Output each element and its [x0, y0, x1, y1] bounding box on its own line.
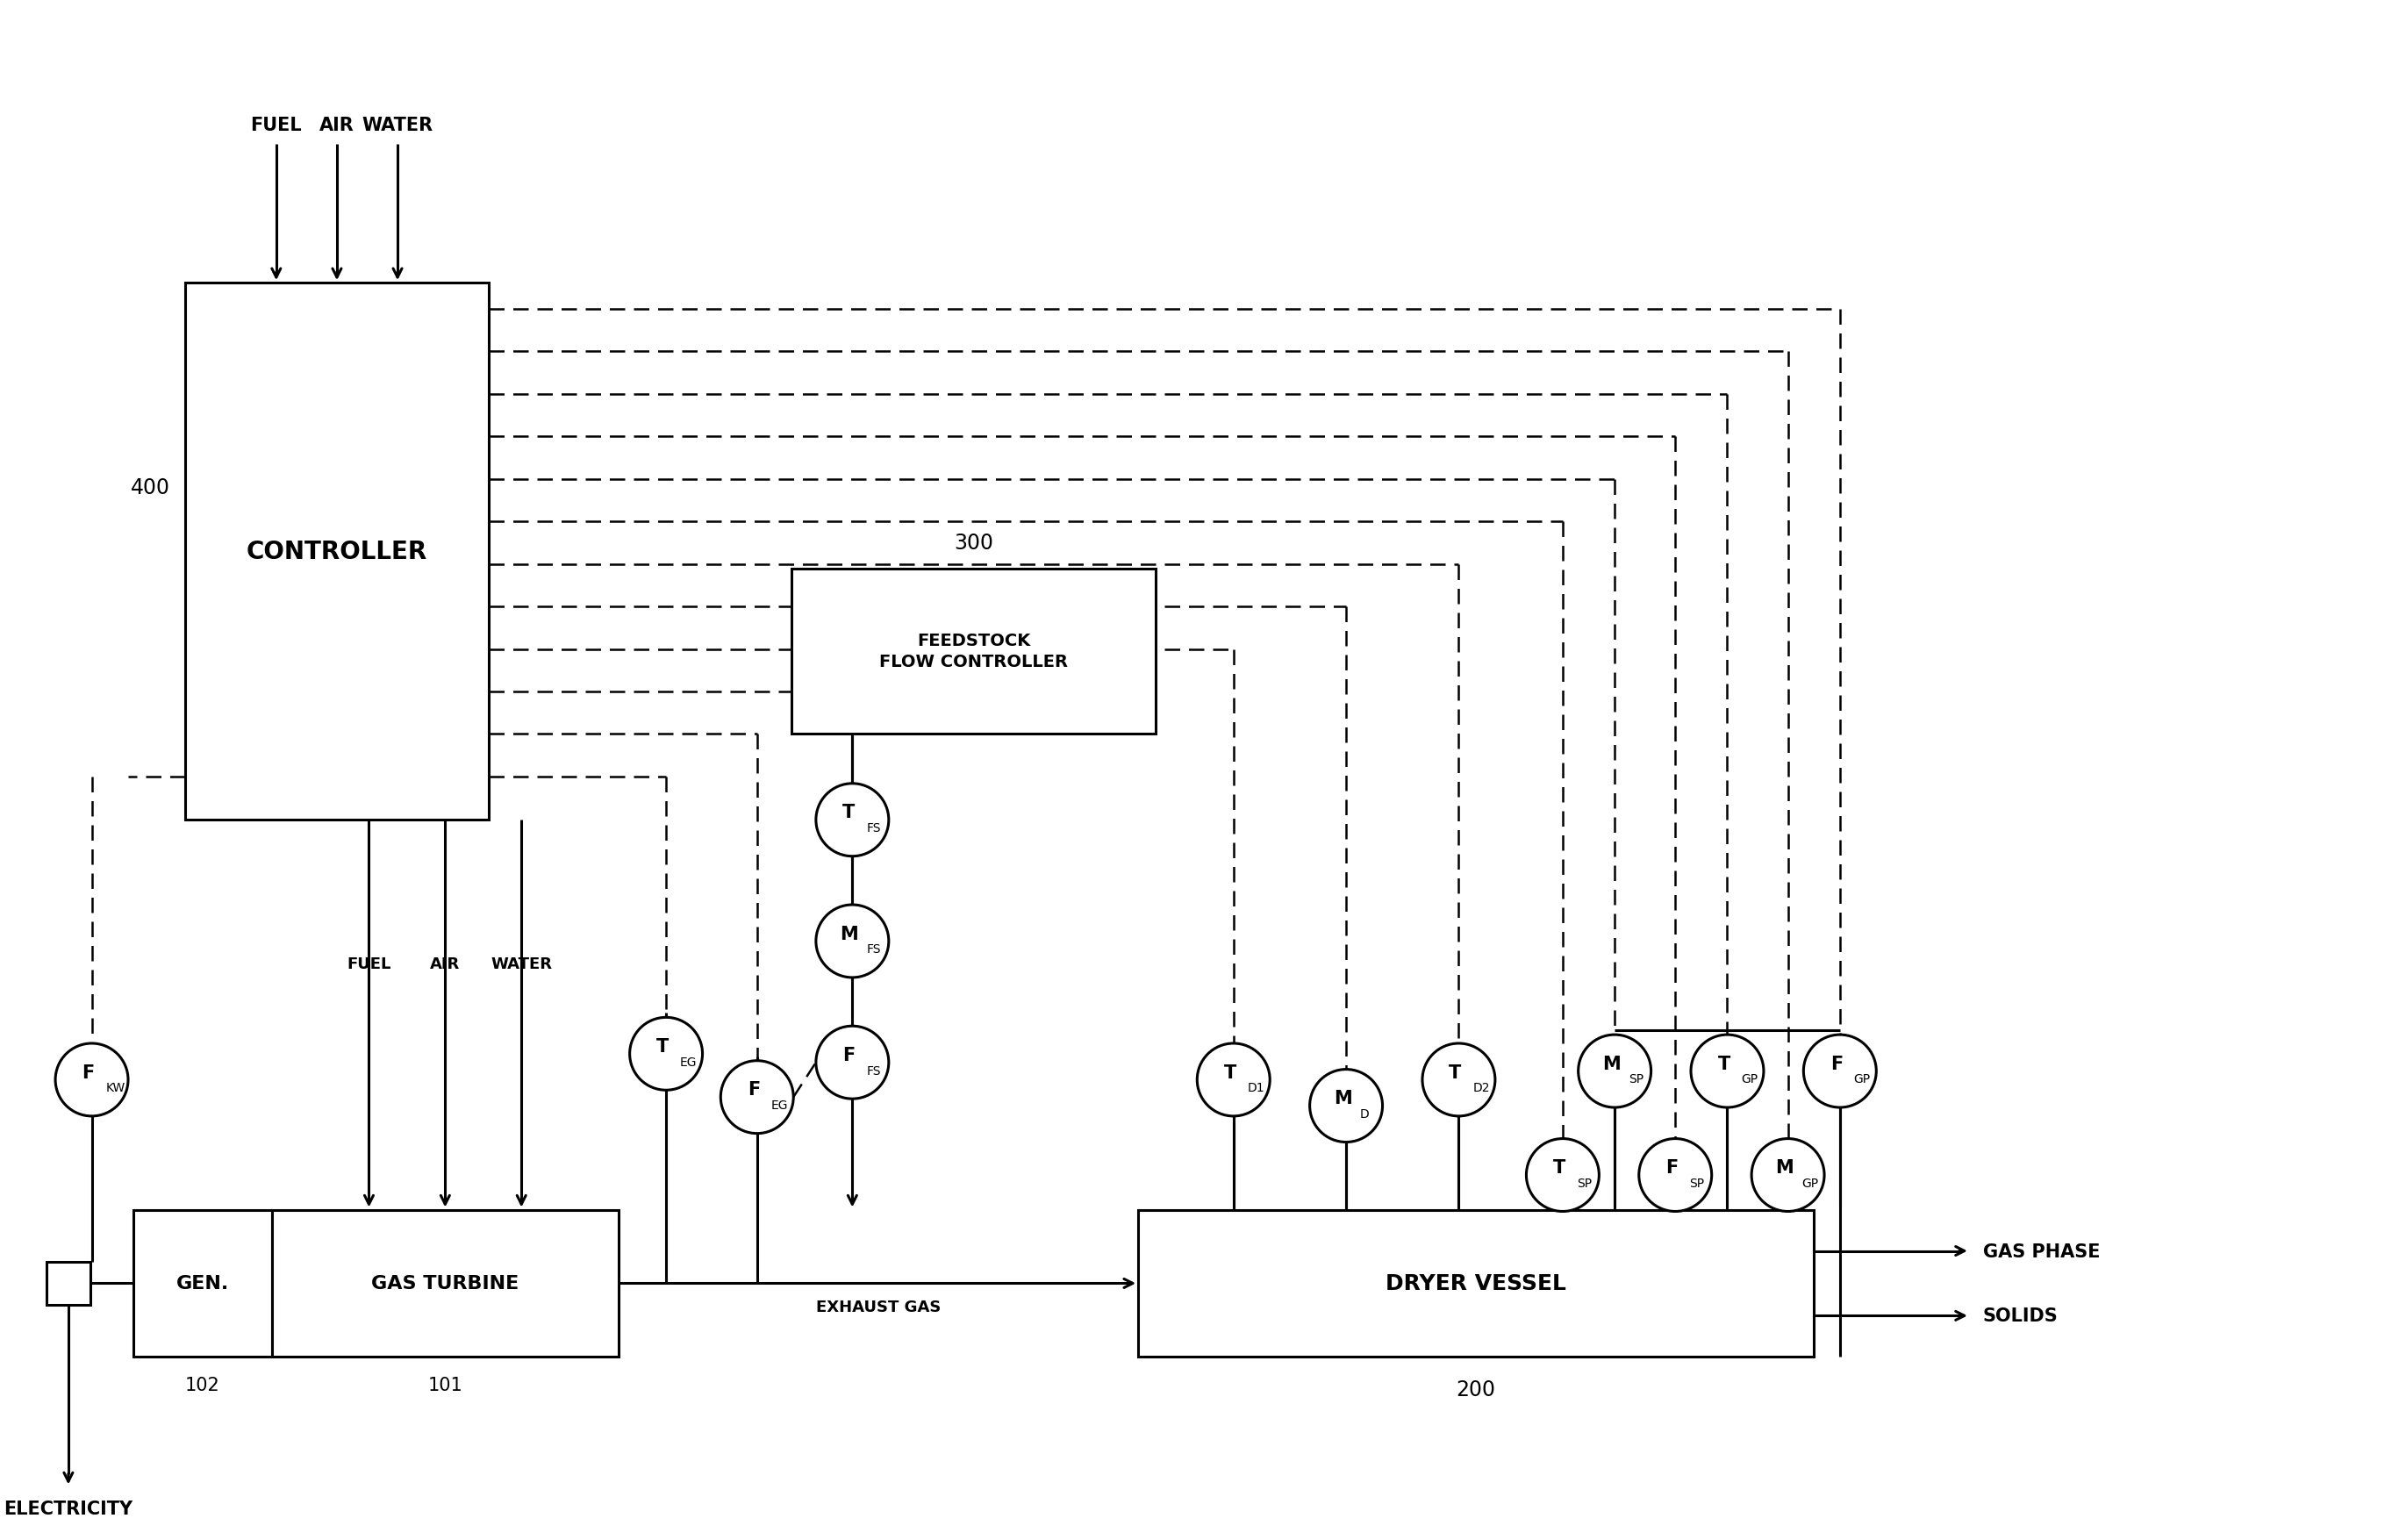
Text: GEN.: GEN. — [175, 1275, 228, 1292]
Text: FUEL: FUEL — [249, 117, 302, 134]
Text: T: T — [1449, 1064, 1461, 1081]
Circle shape — [1423, 1044, 1495, 1116]
Text: T: T — [842, 804, 854, 821]
Text: F: F — [1665, 1158, 1677, 1177]
Text: EG: EG — [770, 1100, 787, 1112]
Text: WATER: WATER — [362, 117, 434, 134]
Text: AIR: AIR — [319, 117, 355, 134]
Circle shape — [816, 784, 888, 856]
Text: D2: D2 — [1473, 1081, 1490, 1093]
Circle shape — [1639, 1140, 1710, 1212]
Circle shape — [1310, 1070, 1382, 1143]
Text: 300: 300 — [955, 533, 993, 553]
Text: GP: GP — [1742, 1073, 1758, 1086]
Circle shape — [720, 1061, 794, 1133]
Text: F: F — [842, 1046, 854, 1064]
Circle shape — [55, 1044, 127, 1116]
Text: DRYER VESSEL: DRYER VESSEL — [1387, 1274, 1567, 1294]
Circle shape — [1804, 1035, 1876, 1107]
Circle shape — [1751, 1140, 1823, 1212]
Bar — [134, 1210, 271, 1357]
Text: EXHAUST GAS: EXHAUST GAS — [816, 1300, 940, 1315]
Circle shape — [816, 1026, 888, 1100]
Text: M: M — [1603, 1055, 1619, 1072]
Text: M: M — [1334, 1089, 1351, 1107]
Text: ELECTRICITY: ELECTRICITY — [5, 1500, 132, 1517]
Text: T: T — [1552, 1158, 1567, 1177]
Text: FEEDSTOCK
FLOW CONTROLLER: FEEDSTOCK FLOW CONTROLLER — [880, 633, 1068, 670]
Text: AIR: AIR — [429, 956, 461, 972]
Text: EG: EG — [679, 1055, 698, 1067]
Text: CONTROLLER: CONTROLLER — [247, 539, 427, 564]
Text: D1: D1 — [1247, 1081, 1264, 1093]
Bar — [271, 1210, 619, 1357]
Bar — [1137, 1210, 1814, 1357]
Text: KW: KW — [106, 1081, 125, 1093]
Text: FS: FS — [866, 1064, 880, 1076]
Bar — [46, 1261, 91, 1304]
Text: M: M — [840, 926, 859, 942]
Text: WATER: WATER — [492, 956, 552, 972]
Bar — [792, 570, 1156, 733]
Text: 400: 400 — [130, 477, 170, 497]
Text: GP: GP — [1802, 1177, 1818, 1189]
Text: D: D — [1360, 1107, 1370, 1120]
Text: T: T — [1718, 1055, 1730, 1072]
Text: 200: 200 — [1456, 1378, 1497, 1400]
Text: GAS PHASE: GAS PHASE — [1984, 1243, 2099, 1260]
Text: FS: FS — [866, 822, 880, 835]
Circle shape — [1579, 1035, 1651, 1107]
Text: FUEL: FUEL — [348, 956, 391, 972]
Text: F: F — [1830, 1055, 1842, 1072]
Text: SP: SP — [1576, 1177, 1591, 1189]
Circle shape — [1526, 1140, 1600, 1212]
Text: 101: 101 — [427, 1377, 463, 1394]
Text: F: F — [82, 1064, 94, 1081]
Text: SOLIDS: SOLIDS — [1984, 1307, 2058, 1324]
Text: 102: 102 — [185, 1377, 221, 1394]
Text: GAS TURBINE: GAS TURBINE — [372, 1275, 518, 1292]
Text: M: M — [1775, 1158, 1794, 1177]
Circle shape — [629, 1018, 703, 1090]
Text: F: F — [748, 1081, 760, 1098]
Text: GP: GP — [1854, 1073, 1871, 1086]
Bar — [185, 283, 489, 821]
Text: FS: FS — [866, 942, 880, 955]
Text: SP: SP — [1689, 1177, 1703, 1189]
Circle shape — [1691, 1035, 1763, 1107]
Circle shape — [816, 906, 888, 978]
Text: T: T — [657, 1038, 669, 1055]
Circle shape — [1197, 1044, 1269, 1116]
Text: SP: SP — [1629, 1073, 1643, 1086]
Text: T: T — [1223, 1064, 1235, 1081]
